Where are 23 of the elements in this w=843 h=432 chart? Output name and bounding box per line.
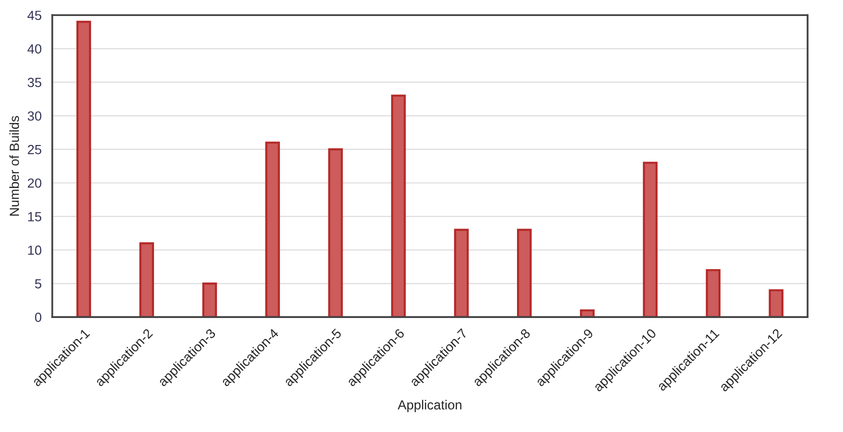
y-tick-label: 40 [27,44,42,54]
bar [328,148,343,318]
y-axis-title: Number of Builds [9,116,20,216]
bar [454,228,469,318]
x-axis-title: Application [398,400,462,412]
y-tick-label: 15 [28,212,42,222]
bar [76,20,92,318]
bar [642,162,658,318]
bar [391,94,406,318]
y-tick-label: 45 [27,10,42,20]
y-tick-label: 30 [28,111,42,121]
bar [265,142,280,318]
y-tick-label: 25 [28,144,42,154]
y-tick-label: 0 [35,312,42,322]
y-tick-label: 5 [35,279,42,288]
bar [768,289,784,318]
bar [139,242,154,318]
y-tick-label: 10 [28,246,42,255]
y-tick-label: 35 [28,78,42,88]
bar [517,228,532,318]
y-tick-label: 20 [28,178,42,188]
bar [706,269,721,318]
bar [202,282,217,318]
